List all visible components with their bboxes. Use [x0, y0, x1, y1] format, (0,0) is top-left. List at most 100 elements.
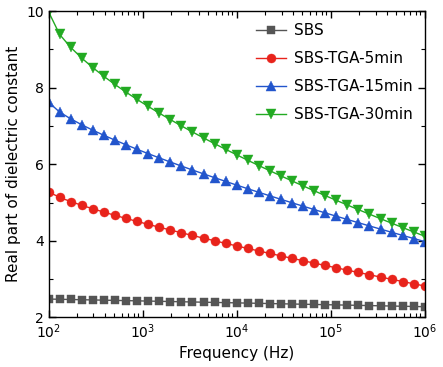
SBS-TGA-5min	[356, 270, 361, 275]
SBS-TGA-5min	[90, 207, 96, 211]
SBS-TGA-15min	[245, 186, 250, 191]
SBS	[356, 303, 361, 308]
SBS-TGA-5min	[167, 228, 173, 232]
SBS-TGA-5min	[367, 273, 372, 277]
SBS	[311, 302, 317, 307]
SBS-TGA-15min	[190, 168, 195, 172]
SBS-TGA-30min	[167, 117, 173, 122]
Line: SBS-TGA-15min: SBS-TGA-15min	[44, 98, 429, 246]
SBS	[378, 304, 383, 308]
SBS	[223, 301, 228, 305]
SBS-TGA-5min	[223, 241, 228, 246]
SBS-TGA-15min	[367, 224, 372, 228]
SBS-TGA-5min	[345, 268, 350, 272]
SBS-TGA-5min	[68, 199, 74, 204]
SBS-TGA-5min	[201, 236, 206, 240]
SBS	[113, 298, 118, 303]
SBS-TGA-15min	[223, 179, 228, 184]
SBS-TGA-30min	[101, 74, 107, 79]
SBS-TGA-5min	[113, 213, 118, 218]
SBS-TGA-5min	[400, 279, 405, 284]
SBS-TGA-5min	[300, 258, 306, 263]
SBS-TGA-5min	[124, 216, 129, 221]
SBS-TGA-5min	[334, 266, 339, 270]
SBS-TGA-30min	[267, 168, 272, 173]
SBS-TGA-15min	[289, 201, 295, 205]
SBS-TGA-15min	[201, 172, 206, 176]
SBS-TGA-15min	[267, 194, 272, 198]
SBS-TGA-30min	[179, 124, 184, 128]
SBS	[179, 299, 184, 304]
SBS-TGA-15min	[345, 217, 350, 222]
SBS-TGA-15min	[57, 110, 62, 114]
SBS-TGA-15min	[356, 221, 361, 225]
SBS-TGA-5min	[135, 219, 140, 224]
SBS-TGA-30min	[68, 45, 74, 50]
SBS-TGA-5min	[234, 244, 239, 248]
SBS-TGA-30min	[124, 90, 129, 94]
SBS-TGA-30min	[156, 111, 162, 115]
SBS-TGA-15min	[113, 138, 118, 142]
SBS-TGA-15min	[278, 197, 284, 201]
SBS-TGA-30min	[389, 221, 394, 225]
SBS-TGA-15min	[323, 211, 328, 215]
SBS-TGA-5min	[57, 195, 62, 200]
SBS-TGA-5min	[46, 190, 51, 194]
SBS-TGA-30min	[378, 217, 383, 221]
SBS-TGA-30min	[90, 65, 96, 70]
SBS-TGA-30min	[190, 130, 195, 134]
SBS-TGA-15min	[124, 143, 129, 147]
SBS-TGA-15min	[156, 156, 162, 160]
SBS	[334, 303, 339, 307]
SBS-TGA-5min	[145, 222, 151, 226]
SBS-TGA-15min	[422, 239, 427, 244]
SBS	[167, 299, 173, 304]
SBS	[79, 298, 85, 302]
SBS-TGA-15min	[256, 190, 261, 195]
SBS-TGA-30min	[400, 225, 405, 230]
SBS	[90, 298, 96, 302]
SBS-TGA-30min	[289, 179, 295, 183]
SBS-TGA-5min	[79, 203, 85, 207]
SBS-TGA-15min	[300, 204, 306, 208]
SBS-TGA-15min	[79, 123, 85, 127]
SBS	[101, 298, 107, 302]
SBS	[411, 304, 416, 309]
SBS-TGA-5min	[378, 275, 383, 279]
X-axis label: Frequency (Hz): Frequency (Hz)	[179, 346, 294, 361]
SBS	[156, 299, 162, 304]
SBS	[256, 301, 261, 306]
SBS-TGA-30min	[212, 141, 217, 146]
SBS-TGA-15min	[334, 214, 339, 218]
Line: SBS: SBS	[45, 295, 429, 310]
SBS-TGA-5min	[311, 261, 317, 265]
SBS-TGA-5min	[422, 284, 427, 288]
SBS-TGA-15min	[389, 230, 394, 235]
SBS	[267, 301, 272, 306]
Y-axis label: Real part of dielectric constant: Real part of dielectric constant	[6, 46, 20, 282]
SBS-TGA-15min	[68, 117, 74, 121]
SBS-TGA-5min	[156, 225, 162, 229]
Line: SBS-TGA-30min: SBS-TGA-30min	[44, 7, 429, 241]
SBS-TGA-5min	[278, 254, 284, 258]
SBS-TGA-30min	[79, 56, 85, 60]
SBS-TGA-30min	[300, 184, 306, 188]
SBS-TGA-30min	[311, 189, 317, 193]
SBS-TGA-30min	[234, 153, 239, 157]
SBS	[300, 302, 306, 306]
SBS	[289, 302, 295, 306]
SBS	[124, 298, 129, 303]
SBS-TGA-30min	[367, 212, 372, 217]
SBS-TGA-30min	[46, 10, 51, 14]
SBS-TGA-30min	[245, 158, 250, 163]
SBS	[400, 304, 405, 308]
SBS	[323, 302, 328, 307]
SBS	[46, 297, 51, 301]
SBS	[57, 297, 62, 301]
SBS-TGA-5min	[190, 233, 195, 238]
SBS-TGA-30min	[57, 32, 62, 37]
SBS-TGA-15min	[411, 236, 416, 241]
SBS-TGA-15min	[90, 128, 96, 132]
Legend: SBS, SBS-TGA-5min, SBS-TGA-15min, SBS-TGA-30min: SBS, SBS-TGA-5min, SBS-TGA-15min, SBS-TG…	[251, 19, 417, 127]
SBS-TGA-5min	[179, 230, 184, 235]
